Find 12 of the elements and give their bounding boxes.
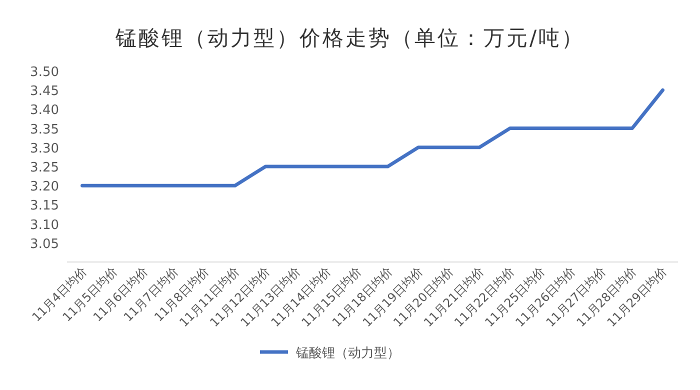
- y-tick-label: 3.45: [30, 84, 59, 100]
- y-tick-label: 3.50: [30, 65, 59, 80]
- y-tick-label: 3.25: [30, 160, 59, 176]
- y-tick-label: 3.10: [30, 218, 59, 233]
- y-tick-label: 3.20: [30, 180, 59, 195]
- y-tick-label: 3.15: [30, 198, 59, 214]
- y-tick-label: 3.05: [30, 236, 59, 252]
- y-tick-label: 3.30: [30, 141, 59, 156]
- y-tick-label: 3.40: [30, 103, 59, 118]
- chart-title: 锰酸锂（动力型）价格走势（单位：万元/吨）: [114, 26, 585, 50]
- legend-label: 锰酸锂（动力型）: [295, 346, 400, 361]
- y-tick-label: 3.35: [30, 122, 59, 138]
